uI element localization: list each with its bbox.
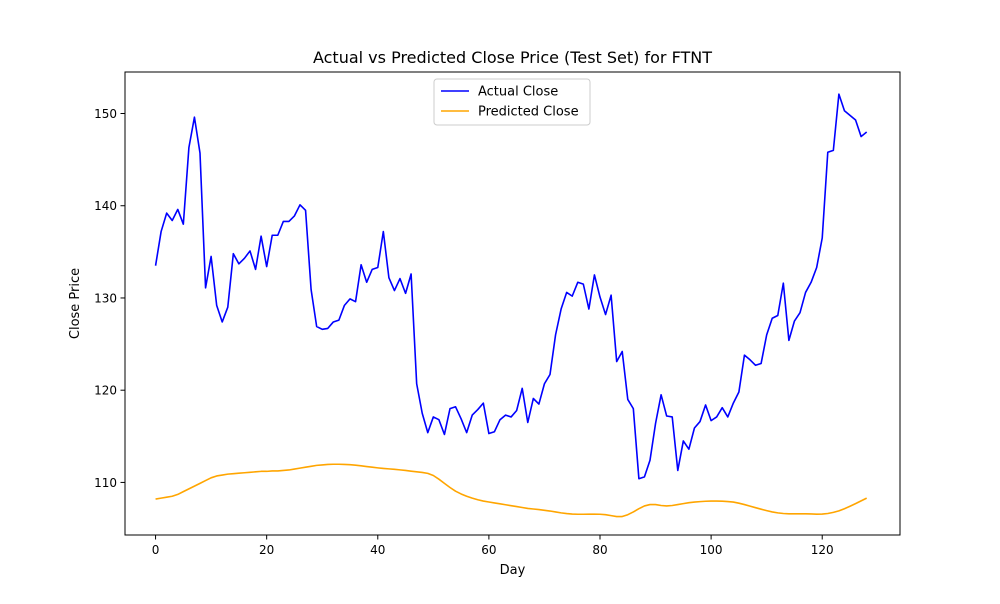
x-tick-label: 40 [370,543,385,557]
y-tick-label: 120 [94,384,117,398]
x-tick-label: 0 [152,543,160,557]
legend-box [433,78,591,126]
x-tick-label: 120 [811,543,834,557]
y-tick-label: 110 [94,476,117,490]
x-tick-label: 60 [481,543,496,557]
series-line-actual-close [154,93,868,480]
y-tick-label: 130 [94,291,117,305]
legend: Actual Close Predicted Close [433,78,591,126]
axes: 0 20 40 60 80 100 120 110 120 130 140 150 [94,107,834,557]
legend-label-predicted-close: Predicted Close [478,105,579,120]
x-tick-label: 100 [700,543,723,557]
series-layer [154,93,868,518]
y-tick-label: 150 [94,107,117,121]
x-tick-label: 80 [592,543,607,557]
x-axis-label: Day [500,563,526,578]
x-tick-label: 20 [259,543,274,557]
series-line-predicted-close [155,463,868,518]
chart-title: Actual vs Predicted Close Price (Test Se… [313,48,712,67]
y-axis-label: Close Price [68,268,83,339]
legend-label-actual-close: Actual Close [478,85,558,100]
plot-frame [124,71,901,536]
y-tick-label: 140 [94,199,117,213]
